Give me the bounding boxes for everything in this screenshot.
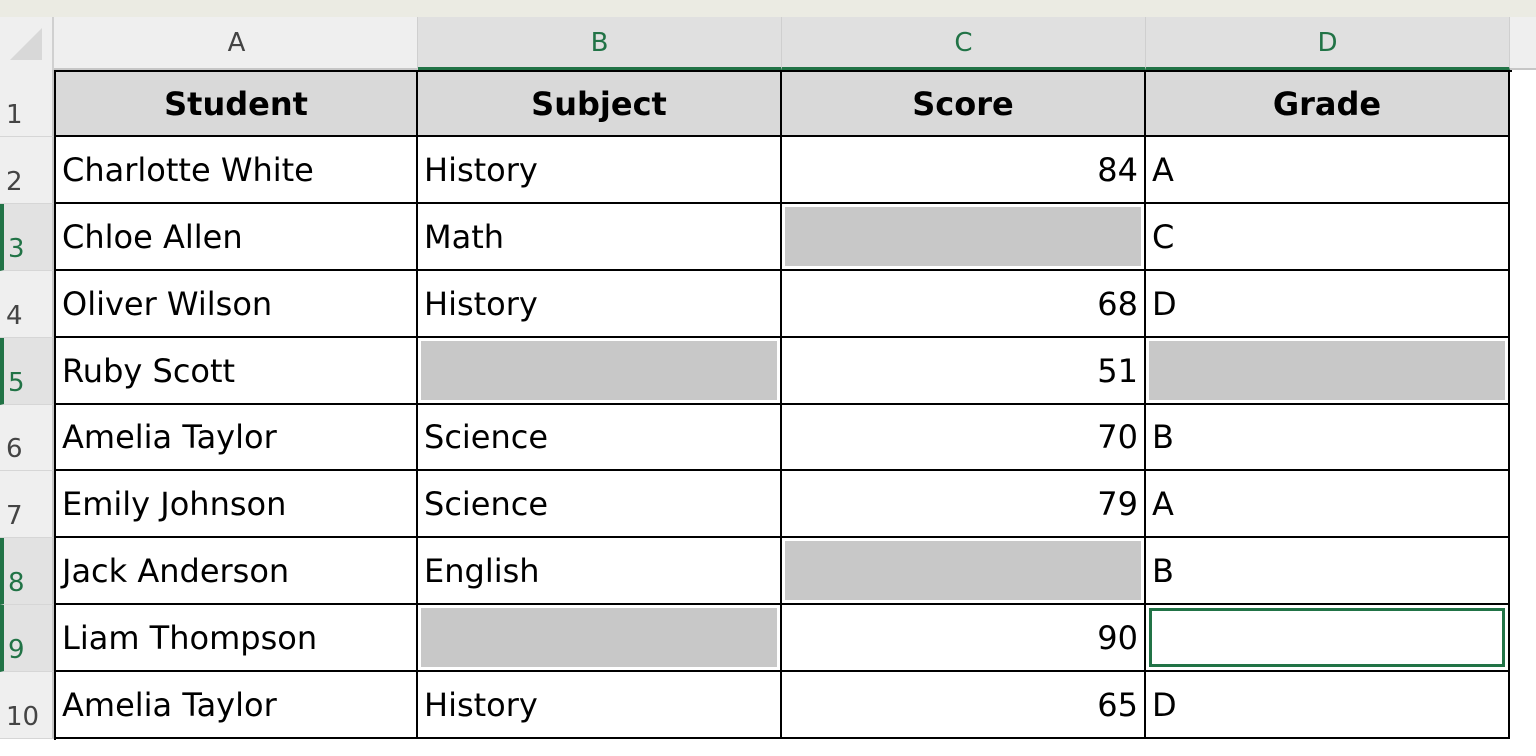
ribbon-edge [0,0,1536,17]
cell-D9[interactable] [1146,605,1510,672]
cell-value: D [1152,284,1177,323]
cell-value: Science [424,484,549,523]
cell-D3[interactable]: C [1146,204,1510,271]
header-cell-student[interactable]: Student [56,72,418,137]
empty-cell-fill [1149,341,1505,400]
cell-value: 70 [1097,418,1138,456]
cell-value: 84 [1097,150,1138,189]
cell-A9[interactable]: Liam Thompson [56,605,418,672]
cell-B8[interactable]: English [418,538,782,605]
empty-cell-fill [785,207,1141,266]
cell-value: A [1152,484,1174,523]
cell-B9[interactable] [418,605,782,672]
cell-A2[interactable]: Charlotte White [56,137,418,204]
cell-B7[interactable]: Science [418,471,782,538]
cell-value: Ruby Scott [62,351,236,390]
row-header-10[interactable]: 10 [0,672,54,739]
cell-value: Oliver Wilson [62,284,273,323]
cell-value: Amelia Taylor [62,418,277,456]
row-header-1[interactable]: 1 [0,70,54,137]
cell-A5[interactable]: Ruby Scott [56,338,418,405]
cell-C5[interactable]: 51 [782,338,1146,405]
row-header-3[interactable]: 3 [0,204,54,271]
cell-A10[interactable]: Amelia Taylor [56,672,418,739]
cell-C8[interactable] [782,538,1146,605]
active-cell-indicator [1149,608,1505,667]
cell-A8[interactable]: Jack Anderson [56,538,418,605]
cell-value: Emily Johnson [62,484,287,523]
cell-value: History [424,685,538,724]
cell-value: Chloe Allen [62,217,243,256]
row-header-5[interactable]: 5 [0,338,54,405]
select-all-button[interactable] [0,17,54,70]
cell-C9[interactable]: 90 [782,605,1146,672]
header-cell-subject[interactable]: Subject [418,72,782,137]
header-cell-grade[interactable]: Grade [1146,72,1510,137]
cell-value: C [1152,217,1175,256]
cell-value: Science [424,418,549,456]
cell-value: Math [424,217,505,256]
column-header-C[interactable]: C [782,17,1146,70]
cell-value: A [1152,150,1174,189]
cell-value: Amelia Taylor [62,685,277,724]
cell-C6[interactable]: 70 [782,405,1146,471]
cell-value: 68 [1097,284,1138,323]
cell-D8[interactable]: B [1146,538,1510,605]
cell-D2[interactable]: A [1146,137,1510,204]
cell-value: 65 [1097,685,1138,724]
empty-cell-fill [421,341,777,400]
column-header-D[interactable]: D [1146,17,1510,70]
cell-B4[interactable]: History [418,271,782,338]
cell-C4[interactable]: 68 [782,271,1146,338]
cell-value: D [1152,685,1177,724]
cell-value: B [1152,551,1174,590]
cell-B10[interactable]: History [418,672,782,739]
cell-C2[interactable]: 84 [782,137,1146,204]
cell-A7[interactable]: Emily Johnson [56,471,418,538]
cell-B6[interactable]: Science [418,405,782,471]
cell-A3[interactable]: Chloe Allen [56,204,418,271]
select-all-triangle-icon [10,28,42,60]
cell-B2[interactable]: History [418,137,782,204]
cell-D5[interactable] [1146,338,1510,405]
row-header-4[interactable]: 4 [0,271,54,338]
row-header-9[interactable]: 9 [0,605,54,672]
cell-value: B [1152,418,1174,456]
grid-border [54,70,1512,72]
cell-A6[interactable]: Amelia Taylor [56,405,418,471]
cell-value: History [424,284,538,323]
cell-value: 51 [1097,351,1138,390]
column-header-B[interactable]: B [418,17,782,70]
cell-D6[interactable]: B [1146,405,1510,471]
grid-border [54,70,56,740]
row-header-7[interactable]: 7 [0,471,54,538]
empty-cell-fill [785,541,1141,600]
cell-value: History [424,150,538,189]
cell-D7[interactable]: A [1146,471,1510,538]
column-header-A[interactable]: A [56,17,418,70]
row-header-6[interactable]: 6 [0,405,54,471]
cell-C10[interactable]: 65 [782,672,1146,739]
header-cell-score[interactable]: Score [782,72,1146,137]
cell-B3[interactable]: Math [418,204,782,271]
cell-value: English [424,551,540,590]
cell-D4[interactable]: D [1146,271,1510,338]
cell-value: 79 [1097,484,1138,523]
cell-value: Jack Anderson [62,551,290,590]
cell-C3[interactable] [782,204,1146,271]
empty-cell-fill [421,608,777,667]
cell-value: Charlotte White [62,150,314,189]
row-header-2[interactable]: 2 [0,137,54,204]
cell-value: Liam Thompson [62,618,318,657]
cell-B5[interactable] [418,338,782,405]
cell-C7[interactable]: 79 [782,471,1146,538]
cell-value: 90 [1097,618,1138,657]
cell-D10[interactable]: D [1146,672,1510,739]
row-header-8[interactable]: 8 [0,538,54,605]
cell-A4[interactable]: Oliver Wilson [56,271,418,338]
